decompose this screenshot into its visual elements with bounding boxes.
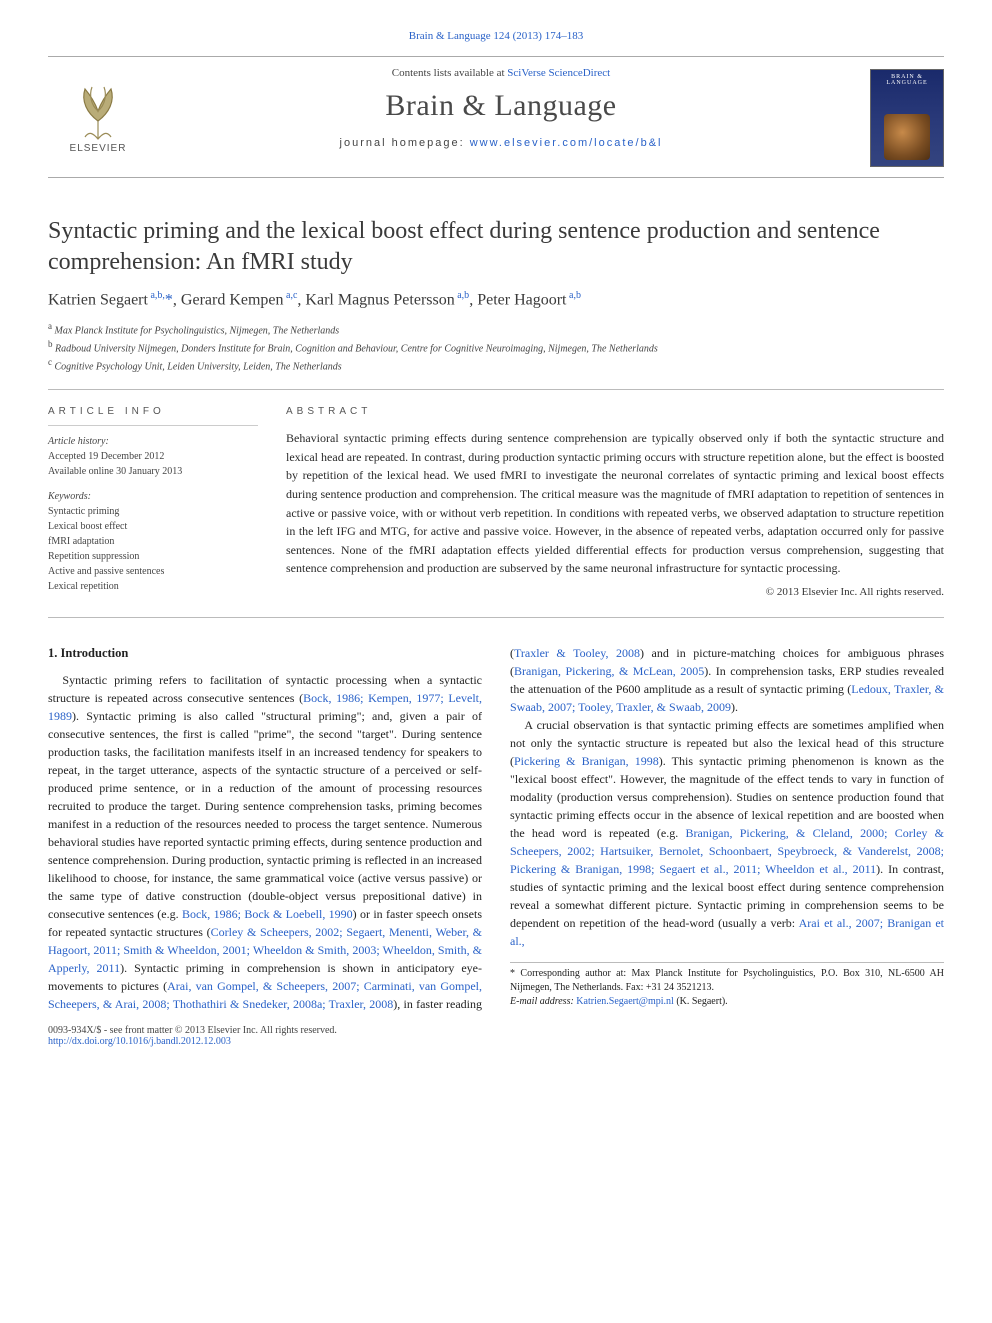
author-2-affil[interactable]: a,c (286, 290, 297, 301)
abstract-text: Behavioral syntactic priming effects dur… (286, 429, 944, 578)
citation-link[interactable]: Pickering & Branigan, 1998 (514, 754, 659, 768)
affiliation-c: c Cognitive Psychology Unit, Leiden Univ… (48, 356, 944, 374)
journal-masthead: ELSEVIER Contents lists available at Sci… (48, 56, 944, 178)
author-4-affil[interactable]: a,b (569, 290, 581, 301)
author-4: Peter Hagoort (477, 292, 566, 309)
history-label: Article history: (48, 434, 258, 449)
affiliation-a: a Max Planck Institute for Psycholinguis… (48, 320, 944, 338)
keywords-list: Syntactic priming Lexical boost effect f… (48, 504, 258, 594)
citation-link[interactable]: Corley & Scheepers, 2002; Segaert, Menen… (211, 925, 436, 939)
front-matter-line: 0093-934X/$ - see front matter © 2013 El… (48, 1025, 337, 1036)
citation-link[interactable]: Bock, 1986; Bock & Loebell, 1990 (182, 907, 353, 921)
running-head: Brain & Language 124 (2013) 174–183 (48, 30, 944, 42)
author-1-affil[interactable]: a,b, (150, 290, 164, 301)
citation-link[interactable]: Traxler & Tooley, 2008 (514, 646, 640, 660)
publisher-label: ELSEVIER (70, 143, 127, 154)
keyword: Syntactic priming (48, 504, 258, 519)
corresponding-footnote: * Corresponding author at: Max Planck In… (510, 967, 944, 995)
contents-line: Contents lists available at SciVerse Sci… (148, 67, 854, 79)
affiliation-b: b Radboud University Nijmegen, Donders I… (48, 338, 944, 356)
article-info-heading: ARTICLE INFO (48, 404, 258, 426)
email-footnote: E-mail address: Katrien.Segaert@mpi.nl (… (510, 995, 944, 1009)
abstract-heading: ABSTRACT (286, 404, 944, 420)
keyword: Active and passive sentences (48, 564, 258, 579)
keyword: Lexical repetition (48, 579, 258, 594)
keyword: Lexical boost effect (48, 519, 258, 534)
article-info-block: ARTICLE INFO Article history: Accepted 1… (48, 404, 258, 601)
online-date: Available online 30 January 2013 (48, 464, 258, 479)
cover-image-icon (884, 114, 930, 160)
journal-title: Brain & Language (148, 89, 854, 123)
journal-homepage-link[interactable]: www.elsevier.com/locate/b&l (470, 137, 663, 149)
doi-link[interactable]: http://dx.doi.org/10.1016/j.bandl.2012.1… (48, 1036, 231, 1047)
footer-left: 0093-934X/$ - see front matter © 2013 El… (48, 1025, 337, 1047)
keyword: fMRI adaptation (48, 534, 258, 549)
article-title: Syntactic priming and the lexical boost … (48, 216, 944, 278)
page-footer: 0093-934X/$ - see front matter © 2013 El… (48, 1025, 944, 1047)
email-suffix: (K. Segaert). (674, 996, 728, 1007)
publisher-block: ELSEVIER (48, 65, 148, 154)
keyword: Repetition suppression (48, 549, 258, 564)
abstract-block: ABSTRACT Behavioral syntactic priming ef… (286, 404, 944, 601)
keywords-label: Keywords: (48, 489, 258, 504)
body-columns: 1. Introduction Syntactic priming refers… (48, 644, 944, 1013)
author-2: Gerard Kempen (181, 292, 284, 309)
elsevier-tree-icon (67, 71, 129, 141)
text-run: ). Syntactic priming is also called "str… (48, 709, 482, 921)
citation-link[interactable]: Branigan, Pickering, & McLean, 2005 (514, 664, 704, 678)
sciencedirect-link[interactable]: SciVerse ScienceDirect (507, 67, 610, 79)
affiliations: a Max Planck Institute for Psycholinguis… (48, 320, 944, 375)
homepage-prefix: journal homepage: (340, 137, 470, 149)
abstract-copyright: © 2013 Elsevier Inc. All rights reserved… (286, 584, 944, 601)
author-3-affil[interactable]: a,b (457, 290, 469, 301)
journal-cover-thumb: BRAIN & LANGUAGE (870, 69, 944, 167)
section-1-heading: 1. Introduction (48, 644, 482, 663)
authors-line: Katrien Segaert a,b,*, Gerard Kempen a,c… (48, 290, 944, 309)
email-link[interactable]: Katrien.Segaert@mpi.nl (576, 996, 674, 1007)
footnotes: * Corresponding author at: Max Planck In… (510, 962, 944, 1009)
author-3: Karl Magnus Petersson (305, 292, 454, 309)
journal-homepage-line: journal homepage: www.elsevier.com/locat… (148, 137, 854, 149)
cover-label: BRAIN & LANGUAGE (871, 74, 943, 86)
corresponding-text: Corresponding author at: Max Planck Inst… (510, 968, 944, 993)
text-run: ). (731, 700, 738, 714)
corresponding-marker-link[interactable]: * (165, 292, 173, 309)
email-label: E-mail address: (510, 996, 576, 1007)
accepted-date: Accepted 19 December 2012 (48, 449, 258, 464)
contents-prefix: Contents lists available at (392, 67, 507, 79)
author-1: Katrien Segaert (48, 292, 148, 309)
running-head-link[interactable]: Brain & Language 124 (2013) 174–183 (409, 30, 583, 42)
intro-para-2: A crucial observation is that syntactic … (510, 716, 944, 950)
